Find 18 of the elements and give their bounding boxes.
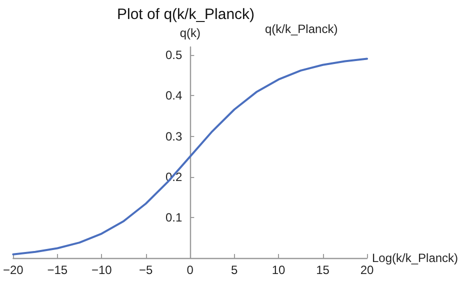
x-tick-label: −15 — [47, 263, 68, 277]
x-tick-label: −20 — [3, 263, 24, 277]
x-tick-label: 20 — [360, 263, 374, 277]
x-tick-label: −5 — [139, 263, 154, 277]
line-series — [12, 58, 368, 256]
y-tick-label: 0.1 — [165, 210, 182, 224]
x-tick-label: −10 — [91, 263, 112, 277]
y-tick-label: 0.5 — [165, 48, 182, 62]
y-tick-label: 0.3 — [165, 129, 182, 144]
text: q(k/k_Planck) — [265, 22, 338, 36]
chart-title: Plot of q(k/k_Planck) — [117, 6, 255, 23]
y-tick-label: 0.4 — [165, 88, 182, 103]
x-tick-label: 5 — [230, 263, 238, 277]
x-tick-label: 15 — [316, 263, 330, 277]
x-axis-title: Log(k/k_Planck) — [372, 251, 458, 265]
x-tick-label: 0 — [186, 263, 194, 277]
x-tick-label: 10 — [272, 263, 286, 277]
y-axis-title: q(k) — [180, 26, 201, 40]
